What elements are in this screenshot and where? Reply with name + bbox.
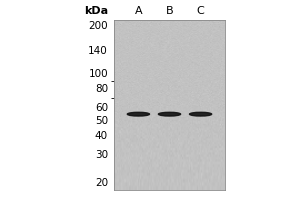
Text: B: B <box>166 6 173 16</box>
Text: 80: 80 <box>95 84 108 94</box>
Text: 20: 20 <box>95 178 108 188</box>
Text: 100: 100 <box>88 69 108 79</box>
Text: kDa: kDa <box>84 6 108 16</box>
Text: 140: 140 <box>88 46 108 56</box>
Text: 30: 30 <box>95 150 108 160</box>
Text: 50: 50 <box>95 116 108 126</box>
Ellipse shape <box>127 112 149 116</box>
Text: 200: 200 <box>88 21 108 31</box>
Text: C: C <box>197 6 205 16</box>
Ellipse shape <box>190 112 212 116</box>
Text: A: A <box>135 6 142 16</box>
Text: 40: 40 <box>95 131 108 141</box>
Text: 60: 60 <box>95 103 108 113</box>
Ellipse shape <box>158 112 181 116</box>
